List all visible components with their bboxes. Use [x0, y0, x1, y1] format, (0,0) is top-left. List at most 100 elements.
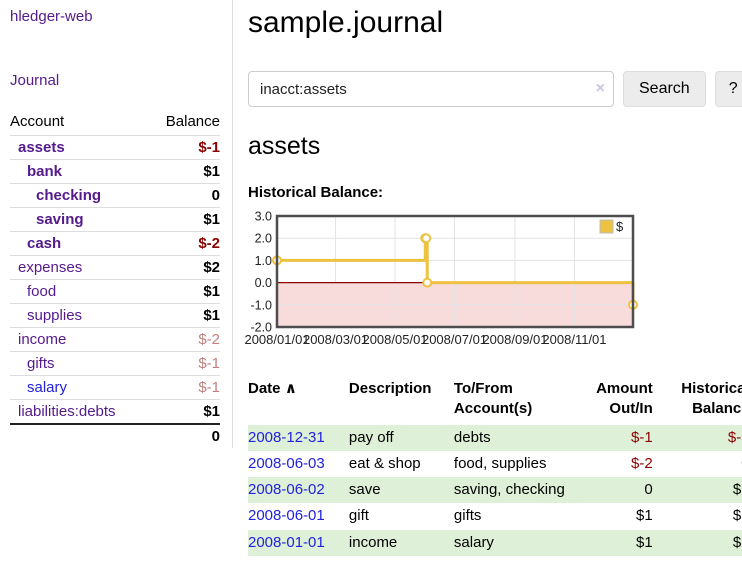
accounts-table: Account Balance assets $-1 bank $1 check… — [10, 110, 220, 448]
register-amount-cell: 0 — [573, 477, 655, 504]
account-balance: $-2 — [148, 231, 220, 256]
register-date-cell: 2008-06-03 — [248, 451, 349, 477]
account-balance: $1 — [148, 399, 220, 424]
account-balance: $1 — [148, 159, 220, 184]
account-link[interactable]: gifts — [27, 355, 55, 372]
sort-by-date-link[interactable]: Date ∧ — [248, 380, 297, 397]
search-input[interactable] — [248, 71, 614, 107]
register-description-cell: eat & shop — [348, 454, 421, 472]
accounts-total-value: 0 — [148, 423, 220, 448]
accounts-header-account: Account — [10, 113, 65, 130]
accounts-total-spacer — [10, 423, 149, 448]
account-link[interactable]: salary — [27, 379, 68, 396]
sidebar: hledger-web Journal Account Balance asse… — [0, 0, 233, 448]
clear-search-icon[interactable]: × — [595, 80, 605, 97]
account-balance: $-1 — [148, 135, 220, 160]
account-title: assets — [248, 132, 321, 160]
account-link[interactable]: expenses — [18, 259, 83, 276]
svg-text:2008/11/01: 2008/11/01 — [542, 332, 606, 347]
svg-text:2008/01/01: 2008/01/01 — [244, 332, 309, 347]
date-header-label: Date — [248, 380, 281, 397]
account-link[interactable]: supplies — [27, 307, 83, 324]
account-link[interactable]: saving — [36, 211, 84, 228]
svg-text:1.0: 1.0 — [255, 254, 272, 268]
register-row: 2008-12-31 pay off debts $-1 $-1 — [248, 424, 742, 451]
svg-text:3.0: 3.0 — [255, 210, 272, 224]
account-row: checking 0 — [10, 183, 220, 208]
svg-text:2.0: 2.0 — [255, 232, 272, 246]
transaction-date-link[interactable]: 2008-01-01 — [248, 533, 325, 551]
svg-text:2008/05/01: 2008/05/01 — [362, 332, 427, 347]
account-cell: expenses — [10, 255, 149, 280]
transaction-date-link[interactable]: 2008-06-02 — [248, 481, 325, 498]
account-row: assets $-1 — [10, 135, 220, 160]
register-accounts-cell: debts — [453, 424, 574, 451]
account-row: food $1 — [10, 279, 220, 304]
register-header-row: Date ∧ Description To/From Account(s) Am… — [248, 377, 742, 425]
register-balance-cell: $2 — [654, 477, 742, 504]
account-balance: $1 — [148, 279, 220, 304]
account-row: income $-2 — [10, 327, 220, 352]
register-balance-cell: $-1 — [654, 424, 742, 451]
svg-text:2008/03/01: 2008/03/01 — [303, 332, 368, 347]
register-row: 2008-06-03 eat & shop food, supplies $-2… — [248, 451, 742, 477]
transaction-date-link[interactable]: 2008-06-01 — [248, 507, 325, 525]
account-cell: income — [10, 327, 149, 352]
register-date-cell: 2008-01-01 — [248, 529, 349, 556]
account-link[interactable]: liabilities:debts — [18, 403, 116, 420]
sidebar-item-journal[interactable]: Journal — [10, 72, 60, 89]
register-header-accounts: To/From Account(s) — [453, 380, 533, 418]
account-cell: gifts — [10, 351, 149, 376]
svg-text:-2.0: -2.0 — [250, 321, 272, 335]
account-link[interactable]: income — [18, 331, 67, 348]
register-amount-cell: $-1 — [573, 424, 655, 451]
account-balance: $1 — [148, 207, 220, 232]
register-accounts-cell: salary — [453, 529, 574, 556]
account-row: supplies $1 — [10, 303, 220, 328]
register-accounts-cell: saving, checking — [453, 477, 574, 504]
register-date-cell: 2008-12-31 — [248, 424, 349, 451]
account-cell: checking — [10, 183, 149, 208]
account-cell: liabilities:debts — [10, 399, 149, 424]
register-description-cell: save — [348, 477, 454, 504]
register-header-amount: Amount Out/In — [596, 380, 653, 418]
account-link[interactable]: bank — [27, 163, 63, 180]
account-row: saving $1 — [10, 207, 220, 232]
register-table: Date ∧ Description To/From Account(s) Am… — [248, 377, 742, 556]
accounts-header-balance: Balance — [165, 113, 220, 130]
transaction-date-link[interactable]: 2008-12-31 — [248, 428, 325, 446]
register-amount-cell: $1 — [636, 507, 653, 525]
account-link[interactable]: food — [27, 283, 57, 300]
register-header-description: Description — [348, 380, 432, 397]
svg-text:0.0: 0.0 — [255, 276, 272, 290]
account-link[interactable]: cash — [27, 235, 62, 252]
transaction-date-link[interactable]: 2008-06-03 — [248, 454, 325, 472]
account-link[interactable]: checking — [36, 187, 102, 204]
account-balance: $-1 — [148, 375, 220, 400]
register-row: 2008-01-01 income salary $1 $1 — [248, 529, 742, 556]
search-button[interactable]: Search — [623, 71, 706, 107]
account-link[interactable]: assets — [18, 139, 65, 156]
account-balance: $1 — [148, 303, 220, 328]
account-cell: assets — [10, 135, 149, 160]
register-row: 2008-06-01 gift gifts $1 $2 — [248, 503, 742, 529]
account-row: expenses $2 — [10, 255, 220, 280]
account-cell: supplies — [10, 303, 149, 328]
account-cell: salary — [10, 375, 149, 400]
register-amount-cell: $1 — [573, 529, 655, 556]
brand-link[interactable]: hledger-web — [10, 8, 93, 25]
svg-text:2008/07/01: 2008/07/01 — [422, 332, 487, 347]
register-header-date: Date ∧ — [248, 377, 349, 425]
register-description-cell: income — [348, 529, 454, 556]
account-row: liabilities:debts $1 — [10, 399, 220, 424]
svg-text:$: $ — [616, 219, 624, 234]
search-bar: × Search ? — [248, 71, 742, 107]
register-amount-cell: $-2 — [631, 454, 653, 472]
account-row: gifts $-1 — [10, 351, 220, 376]
register-balance-cell: $1 — [654, 529, 742, 556]
main-content: sample.journal × Search ? assets Histori… — [233, 0, 742, 576]
account-row: salary $-1 — [10, 375, 220, 400]
help-button[interactable]: ? — [714, 71, 742, 107]
register-date-cell: 2008-06-02 — [248, 477, 349, 504]
